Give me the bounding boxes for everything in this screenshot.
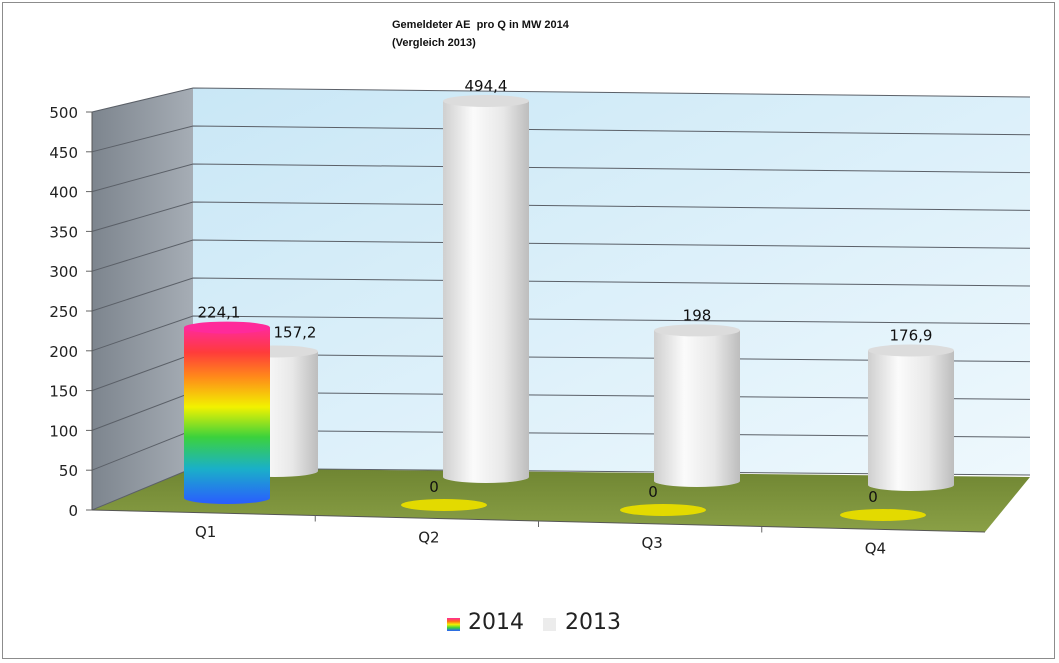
bar-2013-body [654,330,740,487]
y-tick-label: 50 [59,462,78,480]
bar-2013 [868,344,954,491]
legend-swatch-2014 [447,618,460,631]
bar-2014-body [184,327,270,504]
y-tick-label: 350 [49,223,78,241]
data-label-2014: 0 [429,478,439,496]
bar-2014-zero-disc [840,509,926,521]
chart-title: Gemeldeter AE pro Q in MW 2014 [392,19,569,31]
x-tick-label: Q2 [418,528,439,546]
bar-2013 [443,95,529,483]
data-label-2013: 494,4 [465,77,508,95]
x-tick-label: Q3 [641,534,662,552]
chart-subtitle: (Vergleich 2013) [392,37,476,49]
gridline [91,277,1031,312]
data-label-2013: 157,2 [274,323,317,341]
y-tick-label: 200 [49,343,78,361]
floor [92,468,1030,532]
y-tick-label: 0 [68,502,78,520]
data-label-2014: 0 [648,483,658,501]
y-tick-label: 250 [49,303,78,321]
gridline [91,87,1031,113]
y-tick-label: 300 [49,263,78,281]
y-tick-label: 150 [49,383,78,401]
data-label-2014: 224,1 [198,304,241,322]
bar-2013 [654,324,740,487]
gridline [91,201,1031,232]
bar-2013-top [443,95,529,107]
bar-2014-zero-disc [620,504,706,516]
legend-label-2013: 2013 [565,610,621,635]
bar-2013-body [868,350,954,491]
y-tick-label: 100 [49,422,78,440]
y-tick-label: 500 [49,104,78,122]
legend-swatch-2013 [543,618,556,631]
data-label-2013: 198 [683,306,712,324]
gridline [91,125,1031,153]
data-label-2013: 176,9 [890,326,933,344]
legend-label-2014: 2014 [468,610,524,635]
y-tick-label: 400 [49,184,78,202]
bar-2013-top [654,324,740,337]
bar-2014 [184,321,270,504]
gridline [91,239,1031,272]
side-wall [92,88,193,510]
x-tick-label: Q1 [195,523,216,541]
bar-2014-top [184,321,270,334]
x-tick-label: Q4 [865,539,886,557]
bar-2014-zero-disc [401,499,487,511]
data-label-2014: 0 [868,488,878,506]
gridline [91,315,1031,352]
y-tick-label: 450 [49,144,78,162]
bar-2013-body [443,101,529,483]
gridline [91,163,1031,193]
bar-2013-top [868,344,954,357]
